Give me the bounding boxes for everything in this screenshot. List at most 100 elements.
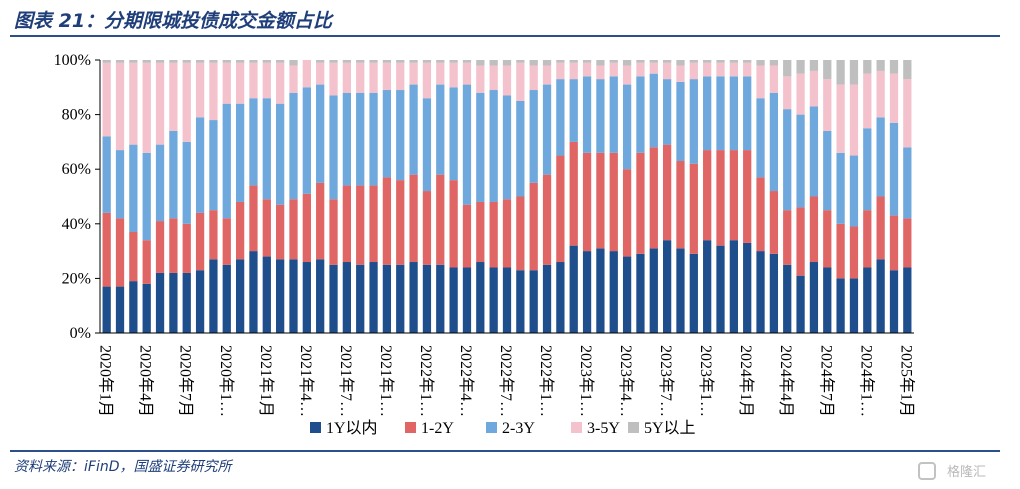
bar-segment (235, 201, 245, 260)
bar-segment (276, 259, 285, 333)
bar-segment (142, 62, 151, 153)
bar-segment (396, 62, 405, 91)
bar-segment (129, 144, 138, 232)
bar-segment (743, 76, 752, 151)
bar-segment (609, 251, 618, 333)
bar-segment (609, 62, 618, 77)
bar-segment (182, 223, 191, 273)
bar-segment (516, 62, 525, 101)
bar-segment (102, 60, 111, 63)
bar-segment (622, 84, 632, 170)
bar-segment (489, 267, 498, 333)
bar-segment (289, 60, 298, 66)
bar-segment (449, 180, 458, 268)
bar-segment (609, 60, 618, 63)
bar-segment (836, 278, 845, 333)
bar-segment (783, 264, 792, 333)
source-note: 资料来源：iFinD，国盛证券研究所 (14, 459, 232, 475)
bar-segment (596, 248, 605, 333)
bar-segment (609, 152, 618, 252)
bar-segment (809, 106, 819, 197)
bar-segment (783, 60, 792, 77)
bar-segment (502, 95, 512, 200)
bar-segment (195, 212, 205, 271)
bar-segment (382, 90, 392, 178)
bar-segment (249, 98, 258, 186)
plot-area (102, 60, 912, 333)
legend-label: 1Y以内 (326, 419, 378, 437)
bar-segment (542, 84, 552, 175)
bar-segment (889, 122, 899, 216)
x-tick-label: 2022年4… (457, 345, 475, 417)
bar-segment (422, 60, 432, 63)
legend-label: 2-3Y (502, 420, 535, 437)
bar-segment (556, 60, 565, 63)
legend-swatch (486, 422, 497, 433)
bar-segment (169, 62, 178, 131)
bar-segment (115, 150, 125, 219)
bar-segment (195, 117, 205, 213)
bar-segment (516, 60, 525, 63)
bar-segment (716, 245, 725, 333)
bar-segment (382, 62, 392, 91)
bar-segment (169, 130, 178, 219)
bar-segment (849, 226, 859, 279)
bar-segment (289, 65, 298, 93)
bar-segment (769, 253, 779, 333)
bar-segment (436, 264, 445, 333)
bar-segment (863, 210, 872, 268)
bar-segment (502, 267, 512, 333)
bar-segment (836, 60, 845, 85)
y-tick-label: 100% (54, 52, 91, 69)
bar-segment (422, 191, 432, 265)
bar-segment (889, 60, 899, 74)
bar-segment (342, 262, 351, 333)
bar-segment (703, 150, 712, 241)
bar-segment (356, 264, 365, 333)
bar-segment (809, 60, 819, 71)
bar-segment (115, 60, 125, 63)
bar-segment (182, 62, 191, 142)
bar-segment (329, 95, 338, 200)
bar-segment (155, 144, 165, 222)
bar-segment (689, 253, 698, 333)
bar-segment (676, 65, 685, 82)
x-tick-label: 2022年7… (497, 345, 515, 417)
bar-segment (369, 92, 378, 186)
bar-segment (462, 62, 472, 85)
y-tick-label: 80% (62, 107, 91, 124)
x-tick-label: 2024年7月 (817, 345, 835, 417)
bar-segment (276, 103, 285, 205)
bar-segment (342, 185, 351, 263)
bar-segment (569, 141, 578, 246)
bar-segment (556, 155, 565, 263)
bar-segment (195, 60, 205, 63)
legend-label: 5Y以上 (644, 419, 696, 437)
bar-segment (235, 62, 245, 104)
bar-segment (369, 185, 378, 263)
watermark: 格隆汇 (946, 465, 986, 480)
bar-segment (142, 283, 151, 333)
bar-segment (676, 81, 685, 162)
bar-segment (222, 60, 231, 63)
bar-segment (489, 65, 498, 91)
x-tick-label: 2021年1月 (257, 345, 275, 417)
bar-segment (809, 70, 819, 107)
bar-segment (823, 267, 832, 333)
bar-segment (409, 84, 418, 175)
bar-segment (783, 76, 792, 110)
bar-segment (716, 62, 725, 77)
bar-segment (542, 264, 552, 333)
bar-segment (102, 136, 111, 213)
bar-segment (462, 267, 472, 333)
legend-label: 3-5Y (587, 420, 620, 437)
bar-segment (783, 210, 792, 265)
bar-segment (809, 262, 819, 333)
bar-segment (489, 60, 498, 66)
bar-segment (369, 262, 378, 333)
bar-segment (235, 259, 245, 333)
x-tick-label: 2023年7… (657, 345, 675, 417)
bar-segment (622, 169, 632, 257)
bar-segment (249, 251, 258, 333)
